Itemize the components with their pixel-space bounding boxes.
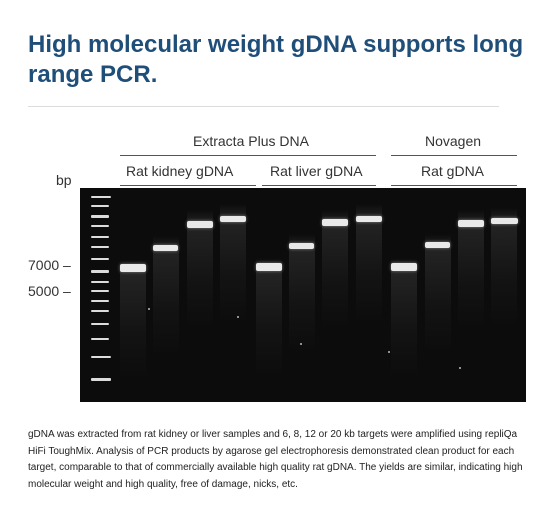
gel-speck <box>148 308 150 310</box>
group-header-novagen: Novagen <box>425 133 482 149</box>
dna-band <box>491 218 518 224</box>
ladder-band <box>91 215 109 218</box>
lane-smear <box>289 234 315 354</box>
ladder-band <box>91 378 111 381</box>
ladder-band <box>91 225 109 227</box>
dna-band <box>220 216 246 222</box>
gel-speck <box>300 343 302 345</box>
gel-speck <box>237 316 239 318</box>
lane-smear <box>187 210 213 330</box>
gel-image <box>80 188 526 402</box>
lane-smear <box>356 204 382 324</box>
ladder-band <box>91 356 111 358</box>
ladder-band <box>91 323 109 325</box>
group-line-novagen <box>391 155 517 156</box>
dna-band <box>458 220 484 227</box>
subgroup-header-kidney: Rat kidney gDNA <box>126 163 234 179</box>
marker-5000: 5000 – <box>28 283 71 299</box>
dna-band <box>425 242 450 248</box>
ladder-band <box>91 281 109 283</box>
subgroup-header-novagen-rat: Rat gDNA <box>421 163 485 179</box>
page-title: High molecular weight gDNA supports long… <box>28 31 524 88</box>
lane-smear <box>220 204 246 324</box>
ladder-band <box>91 310 109 312</box>
lane-smear <box>491 208 517 328</box>
dna-band <box>256 263 282 271</box>
dna-band <box>153 245 178 251</box>
ladder-band <box>91 338 109 340</box>
dna-band <box>391 263 417 271</box>
gel-speck <box>459 367 461 369</box>
divider <box>28 106 499 107</box>
ladder-band <box>91 246 109 248</box>
marker-7000: 7000 – <box>28 257 71 273</box>
dna-band <box>356 216 382 222</box>
lane-smear <box>120 260 146 380</box>
ladder-band <box>91 205 109 207</box>
group-line-extracta <box>120 155 376 156</box>
group-line-liver <box>262 185 376 186</box>
dna-band <box>322 219 348 226</box>
dna-band <box>289 243 314 249</box>
ladder-band <box>91 300 109 302</box>
lane-smear <box>322 210 348 330</box>
lane-smear <box>425 234 451 354</box>
figure-caption: gDNA was extracted from rat kidney or li… <box>28 429 523 490</box>
lane-smear <box>256 258 282 378</box>
subgroup-header-liver: Rat liver gDNA <box>270 163 363 179</box>
group-header-extracta: Extracta Plus DNA <box>193 133 309 149</box>
bp-label: bp <box>56 172 72 188</box>
ladder-band <box>91 236 109 238</box>
dna-band <box>187 221 213 228</box>
group-line-novagen-rat <box>391 185 517 186</box>
lane-smear <box>153 236 179 356</box>
gel-speck <box>388 351 390 353</box>
lane-smear <box>391 258 417 378</box>
ladder-band <box>91 196 111 198</box>
dna-band <box>120 264 146 272</box>
ladder-band <box>91 258 109 260</box>
lane-smear <box>458 210 484 330</box>
ladder-band <box>91 270 109 273</box>
ladder-band <box>91 290 109 292</box>
group-line-kidney <box>120 185 256 186</box>
